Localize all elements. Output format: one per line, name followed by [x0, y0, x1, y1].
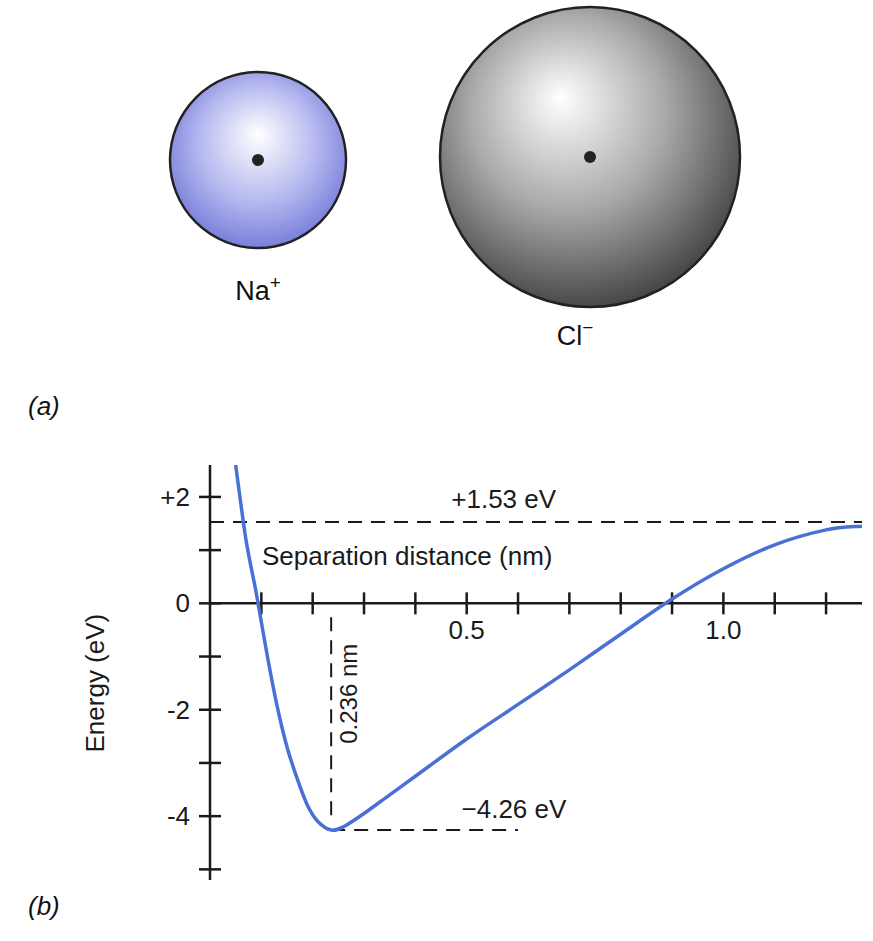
y-tick-label: -2: [167, 695, 190, 725]
x-tick: [722, 592, 725, 614]
y-tick: [199, 815, 221, 818]
annotation: +1.53 eV: [451, 484, 556, 514]
ion-sphere: [440, 7, 740, 307]
ion-symbol: Na: [235, 276, 270, 306]
x-minor-tick: [619, 592, 622, 614]
x-minor-tick: [414, 592, 417, 614]
y-axis-title: Energy (eV): [80, 614, 110, 753]
distance-line: [330, 617, 332, 820]
x-minor-tick: [671, 592, 674, 614]
panel-label: (b): [28, 891, 60, 921]
ion-charge: +: [270, 272, 281, 293]
level-line: [210, 521, 862, 523]
ion-label: Na+: [235, 272, 281, 306]
x-axis-title: Separation distance (nm): [262, 541, 552, 571]
panel-label: (a): [28, 391, 60, 421]
ion-charge: −: [582, 317, 593, 338]
y-minor-tick: [199, 868, 221, 871]
ion-symbol: Cl: [557, 321, 583, 351]
x-minor-tick: [517, 592, 520, 614]
ion-label: Cl−: [557, 317, 594, 351]
x-minor-tick: [773, 592, 776, 614]
y-tick: [199, 496, 221, 499]
x-axis: [210, 602, 862, 605]
y-tick: [199, 708, 221, 711]
plot-area: [236, 465, 862, 830]
x-minor-tick: [825, 592, 828, 614]
annotation: 0.236 nm: [335, 644, 362, 744]
x-tick: [465, 592, 468, 614]
y-minor-tick: [199, 549, 221, 552]
level-line: [331, 829, 518, 831]
x-tick-label: 1.0: [705, 615, 741, 645]
x-minor-tick: [568, 592, 571, 614]
x-tick-label: 0.5: [449, 615, 485, 645]
annotation: −4.26 eV: [462, 794, 567, 824]
y-axis: [209, 465, 212, 880]
nucleus: [252, 154, 264, 166]
ion-sphere: [170, 72, 346, 248]
y-minor-tick: [199, 762, 221, 765]
energy-curve: [236, 465, 862, 830]
y-tick-label: +2: [160, 482, 190, 512]
x-minor-tick: [311, 592, 314, 614]
y-tick-label: 0: [176, 588, 190, 618]
y-tick-label: -4: [167, 801, 190, 831]
y-minor-tick: [199, 655, 221, 658]
nucleus: [584, 151, 596, 163]
x-minor-tick: [363, 592, 366, 614]
y-tick: [199, 602, 221, 605]
